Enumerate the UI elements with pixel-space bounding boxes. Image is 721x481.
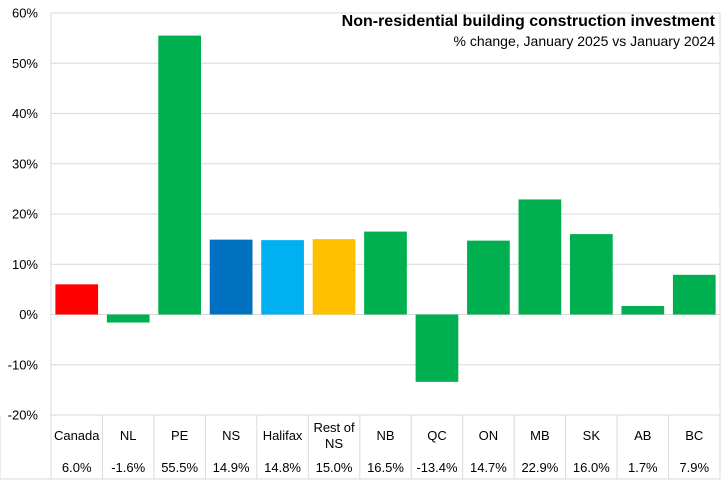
value-label: 6.0% (62, 460, 92, 475)
y-tick-label: -10% (8, 357, 39, 372)
value-label: 7.9% (679, 460, 709, 475)
category-label: NS (222, 428, 240, 443)
bar (621, 305, 665, 315)
bar (518, 199, 562, 315)
chart-title: Non-residential building construction in… (342, 13, 716, 30)
bars (55, 35, 716, 382)
value-label: 14.7% (470, 460, 507, 475)
category-label: NB (376, 428, 394, 443)
value-label: 15.0% (316, 460, 353, 475)
y-tick-label: 20% (12, 207, 38, 222)
y-tick-label: 0% (19, 307, 38, 322)
category-label: BC (685, 428, 703, 443)
bar (55, 284, 99, 315)
category-label: ON (479, 428, 499, 443)
value-label: 1.7% (628, 460, 658, 475)
y-axis: -20% -10% 0% 10% 20% 30% 40% 50% 60% (8, 6, 39, 423)
y-tick-label: 30% (12, 156, 38, 171)
data-table: Canada 6.0% NL -1.6% PE 55.5% NS 14.9% Halifax 14… (0, 13, 721, 480)
y-tick-label: 60% (12, 6, 38, 21)
bar (106, 314, 150, 323)
value-label: 14.9% (213, 460, 250, 475)
value-label: 16.0% (573, 460, 610, 475)
value-label: 14.8% (264, 460, 301, 475)
bar (467, 240, 510, 315)
category-label: Rest of NS (313, 420, 355, 451)
y-tick-label: 50% (12, 56, 38, 71)
bar (261, 240, 304, 315)
bar (569, 234, 613, 315)
bar (209, 239, 253, 315)
bar (672, 274, 716, 315)
category-label: PE (171, 428, 189, 443)
y-tick-label: -20% (8, 408, 39, 423)
category-label: SK (583, 428, 601, 443)
value-label: 16.5% (367, 460, 404, 475)
category-label: MB (530, 428, 550, 443)
category-label: Canada (54, 428, 100, 443)
category-label: NL (120, 428, 137, 443)
category-label: QC (427, 428, 447, 443)
value-label: 22.9% (521, 460, 558, 475)
bar (158, 35, 202, 315)
bar (415, 314, 459, 382)
value-label: -1.6% (111, 460, 145, 475)
y-tick-label: 40% (12, 106, 38, 121)
value-label: 55.5% (161, 460, 198, 475)
y-tick-label: 10% (12, 257, 38, 272)
bar (312, 239, 356, 315)
bar (364, 231, 407, 315)
chart-subtitle: % change, January 2025 vs January 2024 (453, 33, 715, 49)
value-label: -13.4% (416, 460, 458, 475)
category-label: Halifax (263, 428, 303, 443)
category-label: AB (634, 428, 651, 443)
